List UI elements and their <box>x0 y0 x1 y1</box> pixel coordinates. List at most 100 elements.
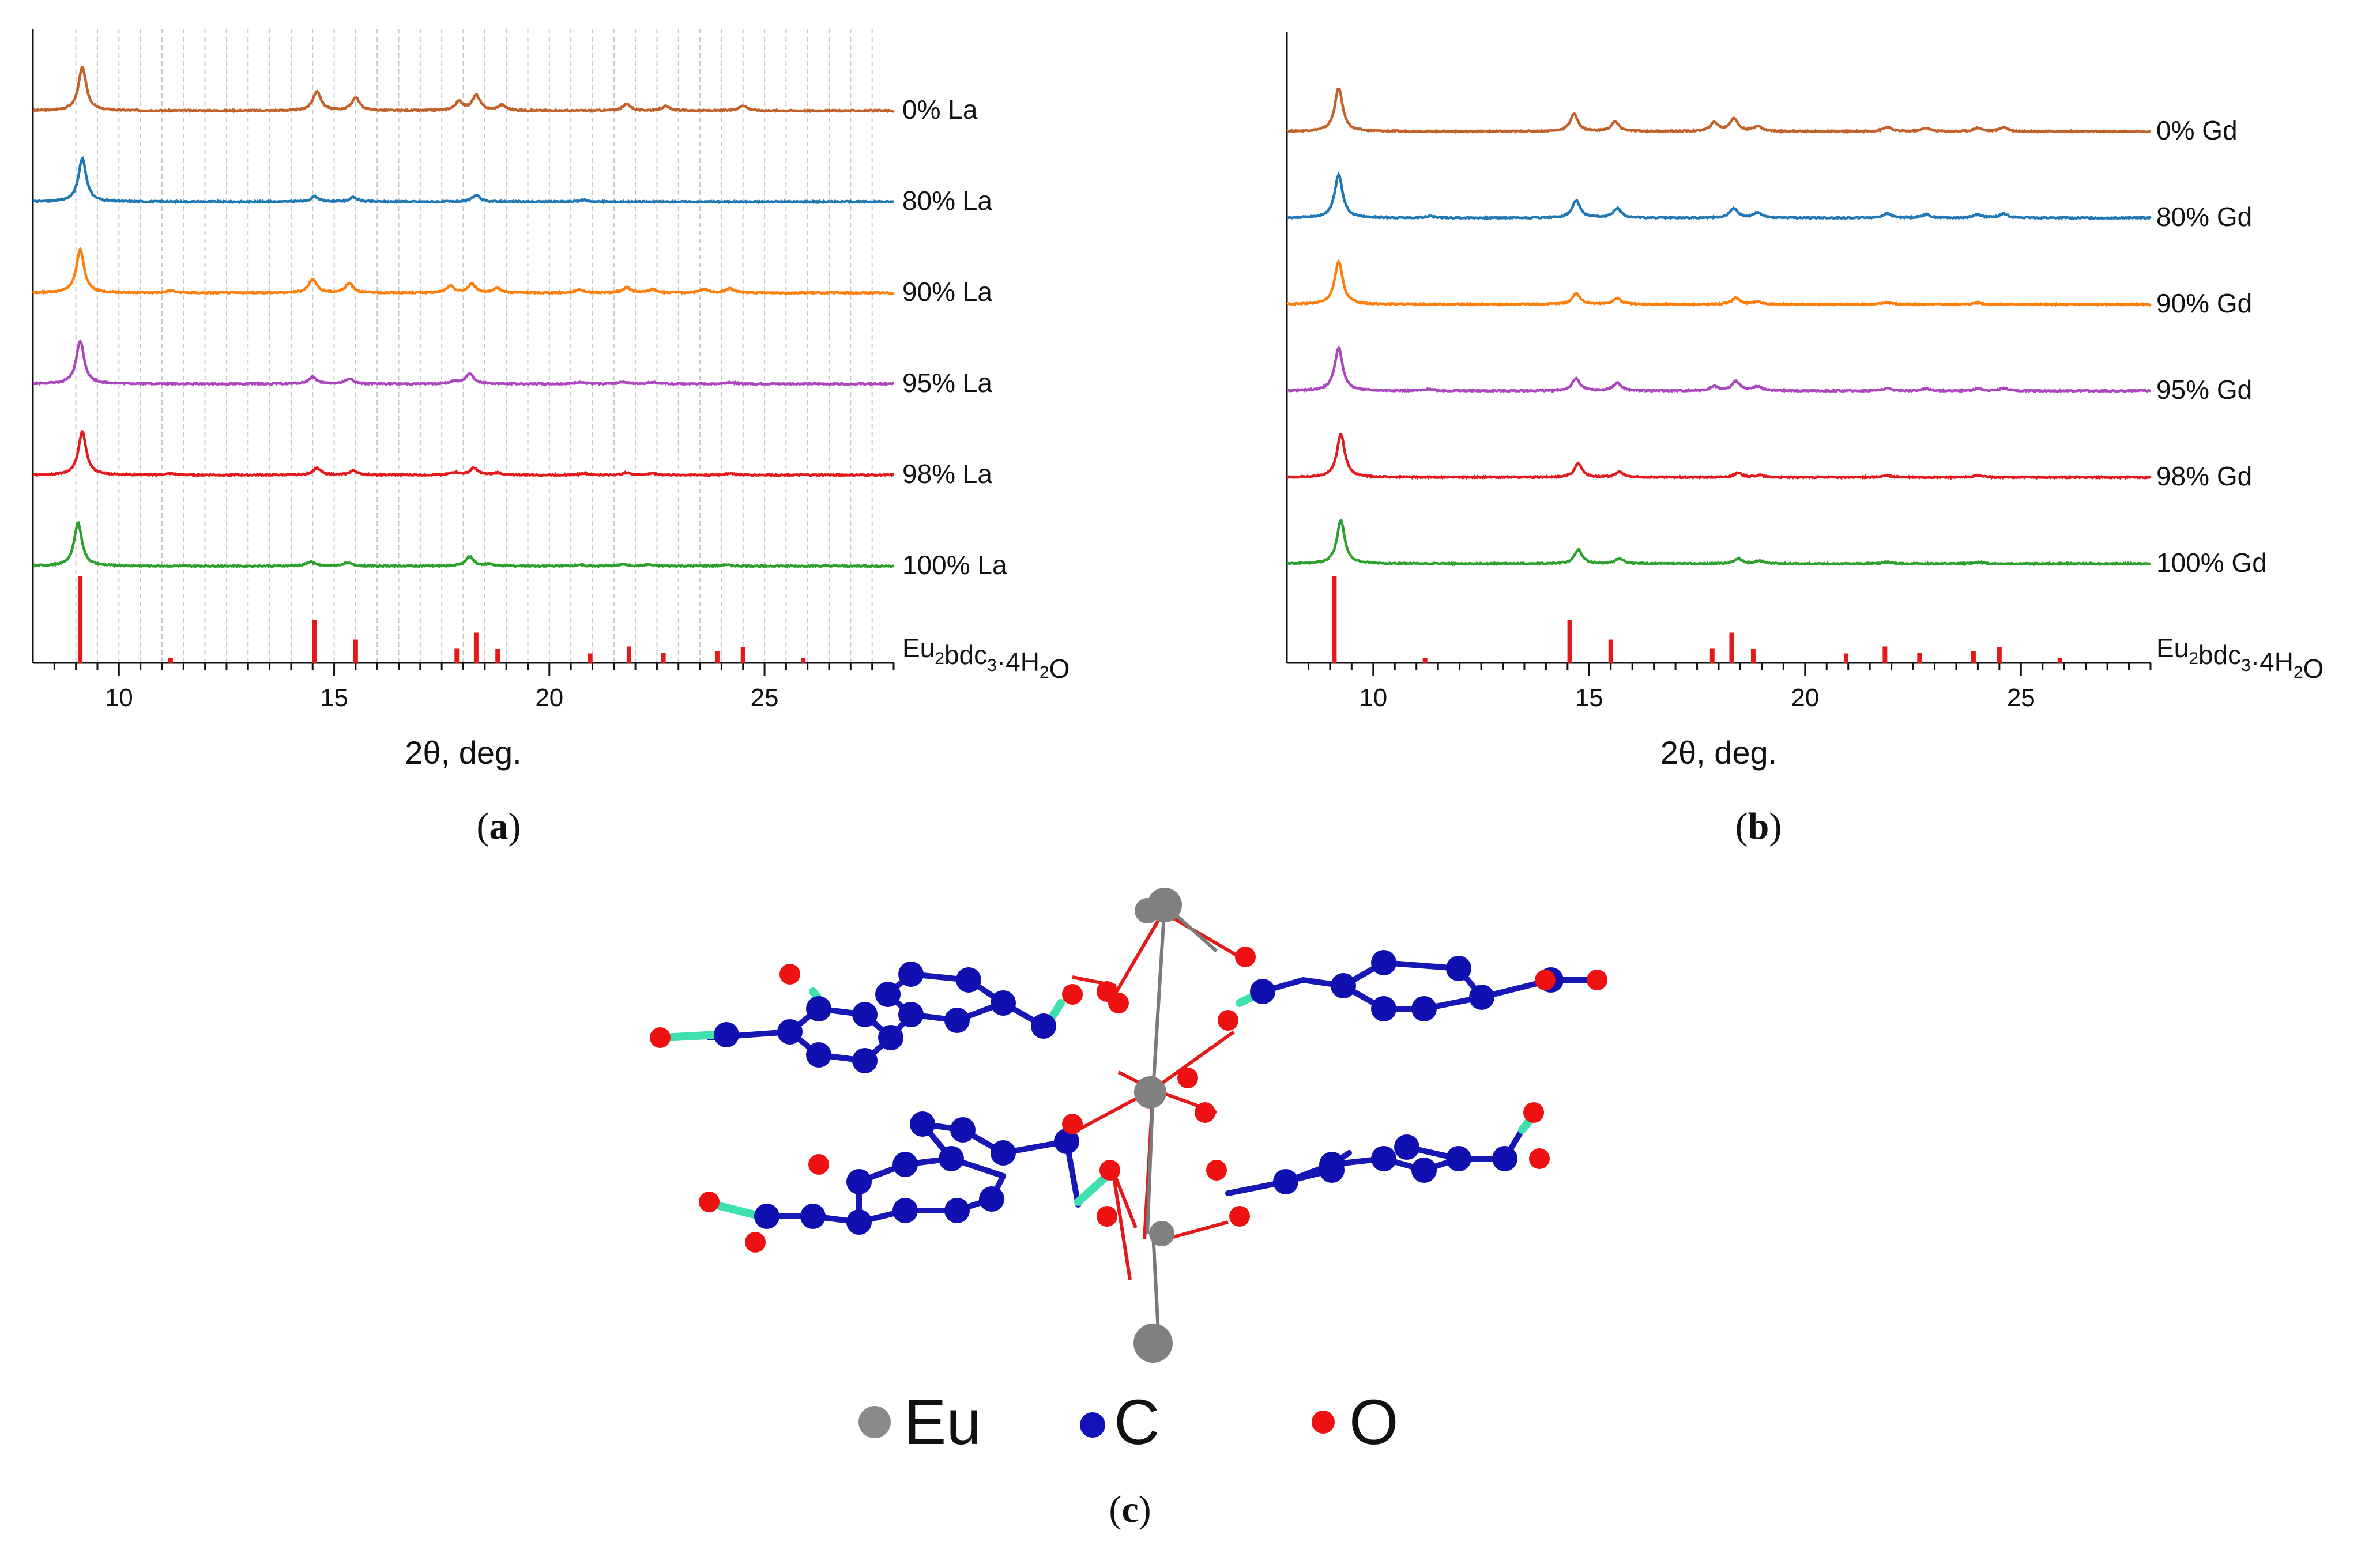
diffraction-pattern-line <box>1286 259 2152 307</box>
oxygen-atom <box>1177 1068 1198 1088</box>
carbon-atom <box>1394 1134 1419 1160</box>
reference-stick <box>1422 658 1428 663</box>
oxygen-atom <box>1097 1206 1117 1227</box>
reference-stick <box>1709 648 1715 663</box>
carbon-atom <box>898 962 924 987</box>
diffraction-pattern-line <box>32 521 894 569</box>
x-axis-title: 2θ, deg. <box>1660 734 1777 771</box>
oxygen-atom <box>650 1027 671 1048</box>
diffraction-pattern-line <box>32 429 894 478</box>
x-tick-label: 15 <box>1575 684 1603 712</box>
reference-stick <box>801 658 806 663</box>
carbon-atom <box>1469 985 1494 1010</box>
oxygen-atom <box>1523 1102 1544 1123</box>
oxygen-bond <box>1111 1170 1132 1280</box>
x-tick-label: 15 <box>320 684 348 712</box>
reference-stick <box>353 639 358 663</box>
diffraction-pattern-line <box>33 339 894 387</box>
europium-atom <box>1135 898 1160 923</box>
metal-bond <box>1146 1089 1155 1234</box>
series-label: 0% La <box>902 95 978 125</box>
x-tick-label: 25 <box>751 684 779 712</box>
reference-stick <box>714 651 720 663</box>
carbon-atom <box>944 1008 970 1033</box>
oxygen-bond <box>1169 915 1241 959</box>
carbon-atom <box>910 1111 935 1137</box>
carbon-atom <box>1031 1013 1056 1039</box>
reference-stick <box>661 653 666 663</box>
carbon-atom <box>939 1146 964 1171</box>
reference-stick <box>1608 639 1613 663</box>
reference-stick <box>78 576 83 663</box>
carbon-atom <box>800 1204 826 1229</box>
oxygen-bond <box>1111 1169 1138 1229</box>
x-axis-title: 2θ, deg. <box>405 734 521 771</box>
carbon-atom <box>714 1022 739 1047</box>
highlight-bond <box>711 1201 765 1220</box>
reference-stick <box>588 653 593 663</box>
carbon-atom <box>1446 1146 1471 1171</box>
europium-atom <box>1134 1076 1166 1109</box>
carbon-atom <box>852 1002 878 1027</box>
carbon-atom <box>1371 950 1396 975</box>
c-atom-legend-icon <box>1080 1412 1105 1438</box>
carbon-atom <box>806 996 831 1021</box>
carbon-atom <box>1492 1146 1517 1171</box>
diffraction-pattern-line <box>32 246 895 296</box>
legend-o-label: O <box>1349 1387 1399 1458</box>
carbon-atom <box>956 967 981 993</box>
carbon-atom <box>1371 996 1396 1021</box>
oxygen-atom <box>1206 1160 1227 1181</box>
carbon-atom <box>944 1198 970 1223</box>
diffraction-pattern-line <box>1286 345 2151 394</box>
diffraction-pattern-line <box>1286 87 2151 134</box>
reference-stick <box>495 649 500 663</box>
carbon-atom <box>846 1209 872 1235</box>
oxygen-atom <box>1062 984 1083 1005</box>
reference-stick <box>1882 646 1888 663</box>
oxygen-atom <box>1218 1010 1238 1031</box>
reference-stick <box>1332 576 1337 663</box>
series-label: 0% Gd <box>2156 115 2238 145</box>
panel-a-label: (a) <box>477 805 521 847</box>
series-label: 90% La <box>902 277 992 307</box>
reference-stick <box>1997 647 2002 663</box>
panel-a-chart: 10 15 20 25 2θ, deg. 0% La 80% La 90% La 95% La 9… <box>32 29 1070 771</box>
x-tick-label: 10 <box>1359 684 1387 712</box>
legend-c-label: C <box>1114 1387 1159 1458</box>
carbon-atom <box>1446 956 1471 981</box>
carbon-atom <box>991 990 1016 1016</box>
carbon-atom <box>1371 1146 1396 1171</box>
reference-stick <box>626 646 631 663</box>
x-tick-label: 25 <box>2007 684 2035 712</box>
reference-stick <box>1750 649 1756 663</box>
carbon-atom <box>777 1019 803 1045</box>
series-label: 95% Gd <box>2156 375 2252 405</box>
carbon-atom <box>852 1048 878 1073</box>
oxygen-atom <box>1235 947 1256 967</box>
series-label: 98% La <box>902 459 992 489</box>
oxygen-atom <box>808 1154 829 1175</box>
europium-atom <box>1149 1221 1174 1246</box>
reference-stick <box>1567 620 1572 663</box>
diffraction-pattern-line <box>32 66 895 114</box>
reference-stick <box>473 632 479 663</box>
highlight-bond <box>659 1031 722 1042</box>
x-tick-label: 20 <box>1791 684 1819 712</box>
carbon-atom <box>806 1042 831 1068</box>
reference-stick <box>1729 632 1734 663</box>
carbon-atom <box>1250 979 1275 1004</box>
panel-c-label: (c) <box>1109 1488 1151 1530</box>
legend-eu-label: Eu <box>904 1387 982 1458</box>
o-atom-legend-icon <box>1312 1411 1335 1434</box>
carbon-atom <box>892 1198 918 1223</box>
oxygen-bond <box>1108 918 1161 1004</box>
oxygen-bond <box>1164 1220 1229 1241</box>
oxygen-atom <box>1108 993 1129 1013</box>
europium-atom <box>1133 1324 1173 1363</box>
crystal-structure-illustration <box>650 888 1607 1363</box>
metal-bond <box>1151 904 1166 1090</box>
oxygen-atom <box>779 964 800 985</box>
reference-stick <box>168 658 173 663</box>
diffraction-pattern-line <box>32 156 894 205</box>
